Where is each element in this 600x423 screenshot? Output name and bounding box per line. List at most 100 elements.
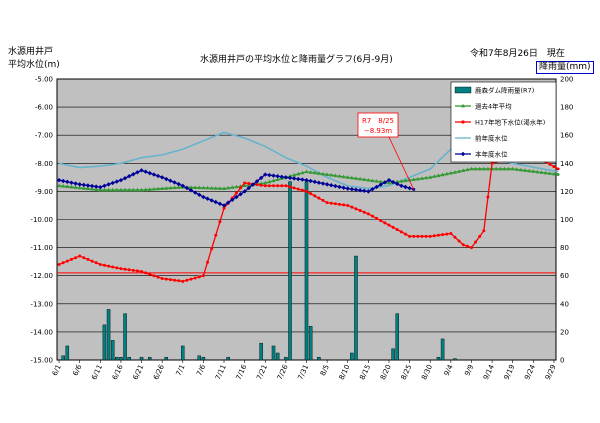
h17-point — [552, 165, 556, 169]
this-year-point — [258, 175, 264, 181]
this-year-point — [238, 192, 243, 197]
h17-point — [131, 268, 135, 272]
h17-point — [399, 230, 403, 234]
h17-point — [74, 256, 78, 260]
h17-point — [461, 243, 465, 247]
annotation-line1: R7 8/25 — [362, 117, 394, 125]
x-tick-label: 9/4 — [443, 363, 455, 377]
avg4-point — [102, 187, 107, 192]
avg4-point — [362, 177, 367, 181]
rain-bar — [275, 352, 280, 361]
this-year-point — [102, 183, 107, 188]
this-year-point — [221, 203, 227, 208]
this-year-point — [337, 184, 342, 190]
avg4-point — [110, 187, 115, 192]
legend-marker — [460, 151, 466, 157]
h17-point — [140, 269, 144, 273]
avg4-point — [523, 168, 528, 172]
h17-point — [354, 207, 358, 211]
annotation-box — [357, 112, 399, 138]
avg4-point — [510, 166, 515, 171]
avg4-point — [386, 180, 391, 185]
this-year-point — [225, 200, 231, 205]
avg4-point — [263, 180, 268, 185]
y2-tick-label: 120 — [560, 188, 573, 196]
h17-point — [486, 195, 490, 199]
avg4-point — [506, 166, 511, 171]
rain-bar — [391, 348, 395, 361]
h17-point — [449, 232, 453, 236]
avg4-point — [77, 185, 82, 190]
avg4-point — [333, 173, 338, 178]
h17-point — [152, 274, 156, 278]
avg4-point — [432, 174, 437, 178]
h17-point — [383, 221, 387, 225]
rain-bar — [436, 356, 441, 361]
rain-bar — [139, 356, 144, 361]
y-tick-label: -13.00 — [30, 300, 53, 308]
avg4-point — [90, 186, 95, 191]
this-year-point — [188, 188, 194, 193]
this-year-point — [390, 179, 396, 185]
this-year-point — [279, 174, 284, 179]
this-year-point — [366, 189, 371, 194]
h17-point — [185, 278, 189, 282]
h17-point — [206, 260, 210, 264]
y-tick-label: -10.00 — [30, 216, 53, 224]
h17-point — [358, 209, 362, 213]
rain-bar — [123, 313, 127, 361]
this-year-point — [77, 182, 82, 187]
avg4-point — [94, 187, 99, 191]
avg4-point — [118, 187, 123, 192]
h17-point — [296, 187, 300, 191]
x-tick-label: 7/31 — [296, 363, 310, 381]
avg4-point — [106, 187, 111, 192]
h17-point — [57, 262, 61, 266]
this-year-point — [106, 182, 111, 187]
h17-point — [123, 267, 127, 271]
y-tick-label: -7.00 — [35, 132, 53, 140]
h17-point — [168, 278, 172, 282]
this-year-point — [89, 183, 95, 189]
avg4-point — [267, 179, 272, 184]
this-year-point — [213, 199, 218, 205]
h17-point — [370, 214, 374, 218]
rain-bar — [226, 356, 230, 361]
x-tick-label: 6/26 — [152, 363, 166, 381]
avg4-point — [514, 167, 519, 171]
rain-bar — [102, 324, 107, 361]
h17-point — [98, 262, 102, 266]
avg4-point — [143, 187, 148, 192]
this-year-point — [180, 183, 185, 188]
avg4-point — [370, 178, 375, 183]
avg4-point — [164, 186, 169, 190]
y-tick-label: -8.00 — [35, 160, 53, 168]
avg4-point — [531, 169, 536, 173]
avg4-point — [197, 185, 202, 190]
x-tick-label: 6/6 — [71, 363, 83, 377]
h17-point — [144, 271, 148, 275]
x-tick-label: 9/14 — [482, 363, 496, 381]
avg4-point — [259, 181, 264, 185]
h17-point — [441, 233, 445, 237]
y2-tick-label: 180 — [560, 104, 573, 112]
avg4-point — [539, 170, 544, 174]
x-tick-label: 8/5 — [319, 363, 331, 377]
this-year-point — [316, 180, 322, 185]
h17-point — [313, 194, 317, 198]
h17-point — [391, 225, 395, 229]
this-year-point — [320, 181, 326, 186]
avg4-point — [81, 186, 86, 190]
h17-point — [69, 257, 73, 261]
avg4-point — [160, 186, 165, 190]
rain-bar — [308, 326, 313, 361]
h17-point — [478, 234, 482, 238]
this-year-point — [287, 175, 293, 181]
avg4-point — [73, 185, 78, 189]
h17-point — [239, 186, 243, 190]
this-year-point — [172, 180, 177, 185]
this-year-point — [329, 183, 334, 188]
rain-bar — [164, 356, 169, 361]
this-year-point — [147, 170, 152, 176]
avg4-point — [378, 179, 383, 184]
